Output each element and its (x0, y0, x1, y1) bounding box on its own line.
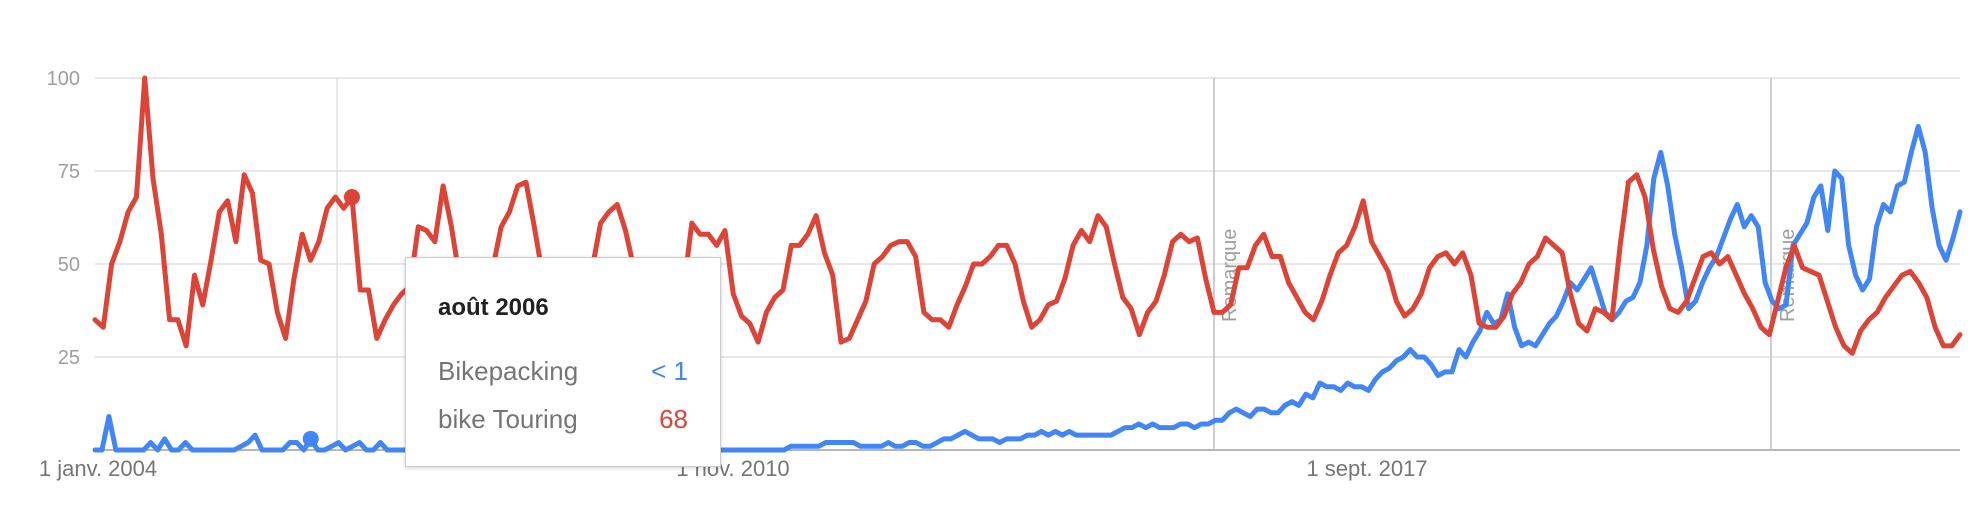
x-tick-label: 1 janv. 2004 (39, 456, 157, 481)
y-axis-tick-labels: 100 75 50 25 (47, 68, 80, 369)
y-tick-label: 25 (58, 347, 80, 369)
hover-markers (302, 189, 360, 447)
series-line-bikepacking[interactable] (92, 123, 1963, 453)
tooltip-series-label: Bikepacking (438, 356, 579, 386)
tooltip-row-bikepacking: Bikepacking < 1 (438, 356, 688, 387)
hover-point-bikepacking (302, 430, 319, 447)
hover-point-bike-touring (343, 189, 360, 206)
tooltip-series-value: 68 (659, 404, 688, 434)
tooltip-series-label: bike Touring (438, 404, 578, 434)
y-tick-label: 50 (58, 254, 80, 276)
tooltip: août 2006 Bikepacking < 1 bike Touring 6… (405, 257, 721, 467)
tooltip-series-value: < 1 (651, 356, 688, 386)
x-tick-label: 1 sept. 2017 (1306, 456, 1427, 481)
y-tick-label: 75 (58, 161, 80, 183)
y-tick-label: 100 (47, 68, 80, 90)
series-line-bike-touring[interactable] (92, 75, 1963, 356)
x-axis-tick-labels: 1 janv. 2004 1 nov. 2010 1 sept. 2017 (39, 456, 1428, 481)
note-label[interactable]: Remarque (1219, 229, 1241, 322)
tooltip-title: août 2006 (438, 294, 549, 321)
tooltip-row-bike-touring: bike Touring 68 (438, 404, 688, 435)
